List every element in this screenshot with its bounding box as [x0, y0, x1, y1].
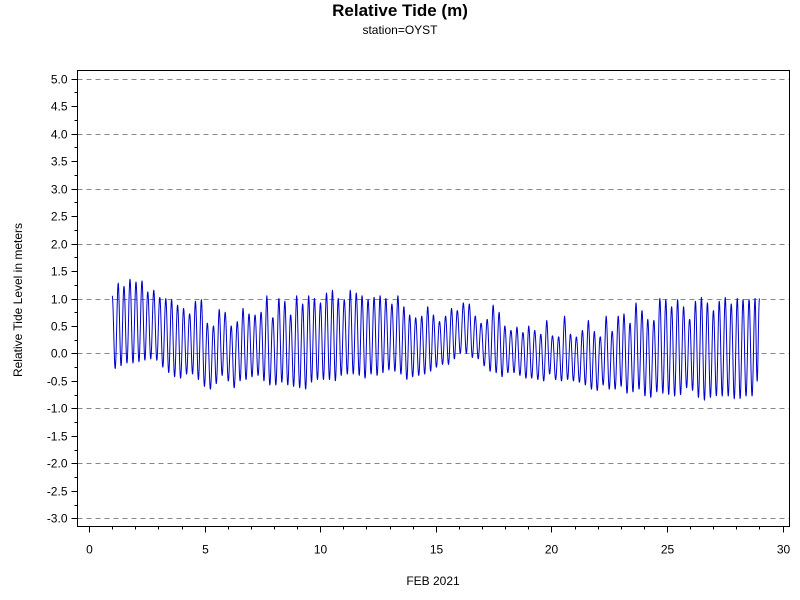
y-tick-label: 2.5 [51, 210, 68, 224]
x-tick-label: 25 [661, 543, 675, 557]
tide-series-line [111, 278, 760, 401]
y-tick-label: 3.5 [51, 155, 68, 169]
chart-title: Relative Tide (m) [332, 1, 468, 20]
data-series [111, 278, 760, 401]
y-tick-label: 0.0 [51, 347, 68, 361]
x-tick-label: 15 [430, 543, 444, 557]
y-tick-label: 2.0 [51, 238, 68, 252]
grid-lines [77, 79, 790, 519]
y-tick-label: 1.0 [51, 293, 68, 307]
x-tick-label: 5 [202, 543, 209, 557]
y-tick-label: 4.0 [51, 128, 68, 142]
y-axis: 5.0 4.5 4.0 3.5 3.0 2.5 2.0 1.5 1.0 0.5 0.0 -0.5 -1.… [47, 73, 78, 526]
y-tick-label: -0.5 [47, 375, 68, 389]
y-tick-label: -1.0 [47, 402, 68, 416]
x-axis-label: FEB 2021 [406, 574, 460, 588]
x-tick-label: 20 [545, 543, 559, 557]
y-tick-label: -1.5 [47, 430, 68, 444]
y-tick-label: -2.5 [47, 485, 68, 499]
y-tick-label: 0.5 [51, 320, 68, 334]
x-tick-label: 10 [314, 543, 328, 557]
y-tick-label: -2.0 [47, 457, 68, 471]
x-tick-label: 30 [777, 543, 791, 557]
y-tick-label: -3.0 [47, 512, 68, 526]
y-tick-label: 1.5 [51, 265, 68, 279]
chart-subtitle: station=OYST [362, 23, 438, 37]
y-tick-label: 3.0 [51, 183, 68, 197]
x-tick-label: 0 [86, 543, 93, 557]
y-tick-label: 4.5 [51, 100, 68, 114]
y-tick-label: 5.0 [51, 73, 68, 87]
x-axis: 0 5 10 15 20 25 30 [86, 526, 791, 557]
plot-frame [77, 70, 790, 527]
